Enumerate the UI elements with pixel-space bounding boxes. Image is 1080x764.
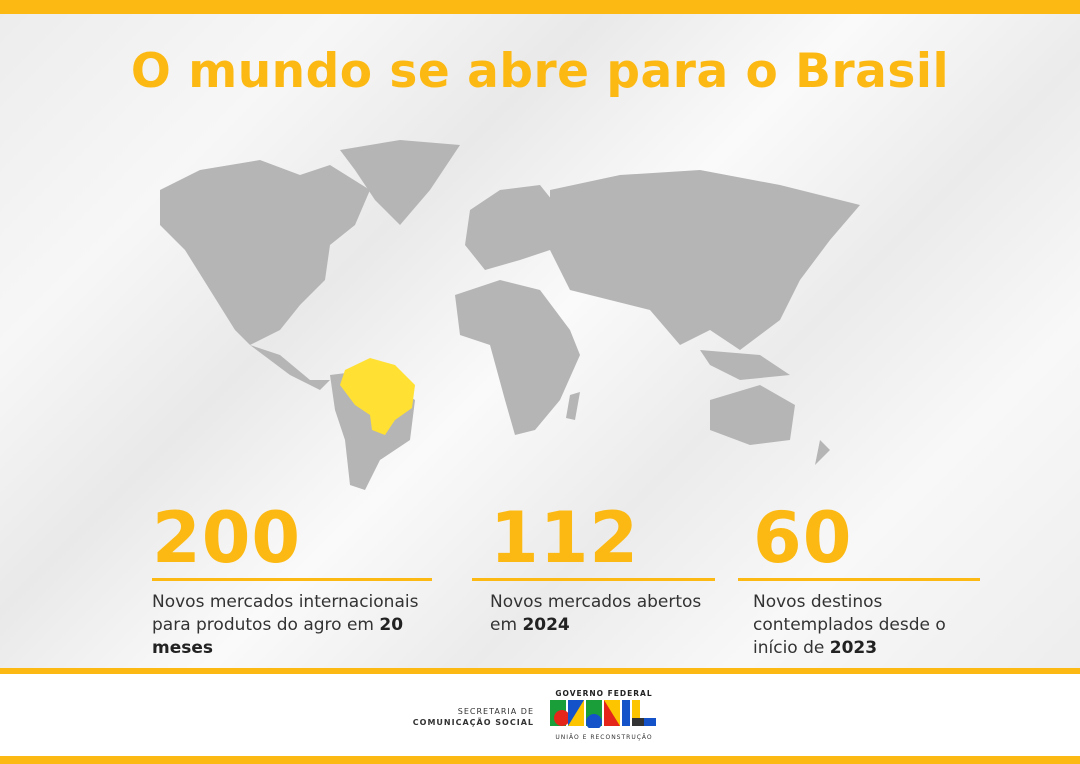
north-america [160, 160, 370, 345]
stat-number: 60 [753, 497, 853, 579]
continents [160, 140, 860, 490]
brazil-highlight [340, 358, 415, 435]
separator-bar [0, 668, 1080, 674]
stat-description: Novos mercados internacionais para produ… [152, 592, 419, 658]
page-title: O mundo se abre para o Brasil [130, 44, 950, 99]
divider [738, 578, 980, 581]
asia [550, 170, 860, 350]
stat-description: Novos mercados abertos em 2024 [490, 592, 702, 635]
bottom-bar [0, 756, 1080, 764]
governo-federal-logo: GOVERNO FEDERAL UNIÃO E RECONSTRUÇÃO [548, 689, 660, 741]
australia [710, 385, 795, 445]
top-bar [0, 0, 1080, 14]
divider [152, 578, 432, 581]
stat-description: Novos destinos contemplados desde o iníc… [753, 592, 946, 658]
world-map [160, 140, 860, 490]
divider [472, 578, 715, 581]
southeast-asia [700, 350, 790, 380]
brasil-logo-mark [550, 700, 656, 730]
stat-3: 60 Novos destinos contemplados desde o i… [738, 500, 980, 660]
footer [0, 674, 1080, 756]
central-america [250, 345, 330, 390]
stat-2: 112 Novos mercados abertos em 2024 [472, 500, 715, 637]
stat-number: 200 [152, 497, 302, 579]
secom-label: SECRETARIA DE COMUNICAÇÃO SOCIAL [412, 707, 534, 727]
madagascar [566, 392, 580, 420]
greenland [340, 140, 460, 225]
europe [465, 185, 560, 270]
stat-1: 200 Novos mercados internacionais para p… [152, 500, 452, 660]
africa [455, 280, 580, 435]
new-zealand [815, 440, 830, 465]
stat-number: 112 [490, 497, 640, 579]
